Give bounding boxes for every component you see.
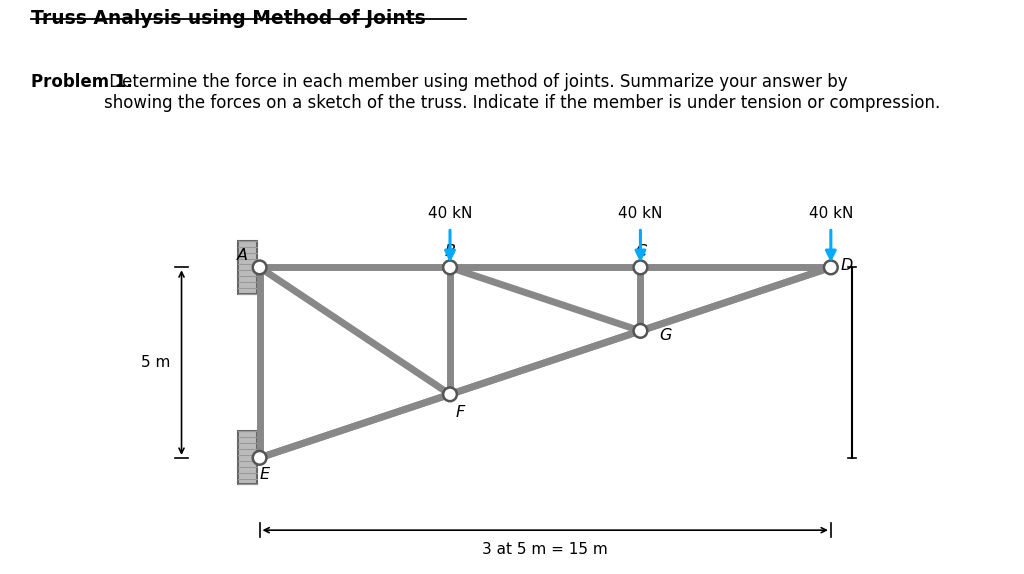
Text: Problem 1.: Problem 1. — [31, 73, 132, 91]
Text: Determine the force in each member using method of joints. Summarize your answer: Determine the force in each member using… — [104, 73, 941, 113]
Text: D: D — [841, 258, 853, 273]
Circle shape — [634, 324, 647, 338]
Text: 40 kN: 40 kN — [428, 206, 472, 221]
Text: Truss Analysis using Method of Joints: Truss Analysis using Method of Joints — [31, 9, 425, 28]
Bar — [238, 431, 257, 484]
Text: 40 kN: 40 kN — [618, 206, 663, 221]
Circle shape — [443, 261, 457, 274]
Text: F: F — [456, 405, 465, 420]
Text: A: A — [237, 248, 248, 263]
Text: E: E — [259, 467, 269, 483]
Bar — [238, 241, 257, 294]
Text: 40 kN: 40 kN — [809, 206, 853, 221]
Circle shape — [824, 261, 838, 274]
Circle shape — [634, 261, 647, 274]
Circle shape — [443, 387, 457, 401]
Text: 3 at 5 m = 15 m: 3 at 5 m = 15 m — [482, 542, 608, 557]
Circle shape — [253, 451, 266, 465]
Text: G: G — [659, 328, 672, 343]
Text: C: C — [635, 244, 646, 259]
Text: B: B — [444, 244, 456, 259]
Circle shape — [253, 261, 266, 274]
Text: 5 m: 5 m — [141, 355, 171, 370]
